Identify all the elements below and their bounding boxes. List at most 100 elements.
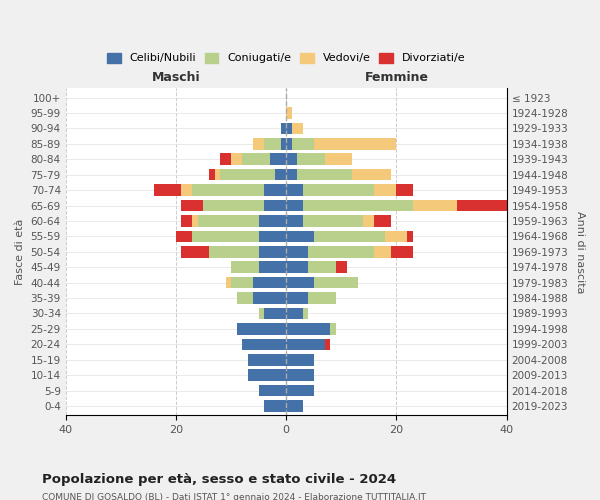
Bar [264, 200, 286, 211]
Text: Popolazione per età, sesso e stato civile - 2024: Popolazione per età, sesso e stato civil… [42, 472, 396, 486]
Bar [303, 184, 374, 196]
Bar [303, 308, 308, 320]
Bar [220, 169, 275, 180]
Bar [286, 107, 292, 119]
Bar [259, 215, 286, 227]
Bar [248, 354, 286, 366]
Bar [286, 184, 303, 196]
Text: Maschi: Maschi [152, 70, 200, 84]
Bar [259, 246, 286, 258]
Bar [154, 184, 181, 196]
Bar [286, 122, 292, 134]
Bar [220, 154, 231, 165]
Bar [253, 292, 286, 304]
Bar [407, 230, 413, 242]
Bar [325, 338, 331, 350]
Bar [286, 169, 297, 180]
Bar [181, 246, 209, 258]
Bar [286, 400, 303, 412]
Bar [264, 138, 281, 149]
Bar [281, 122, 286, 134]
Bar [286, 385, 314, 396]
Bar [209, 169, 215, 180]
Bar [397, 184, 413, 196]
Bar [374, 184, 397, 196]
Bar [286, 323, 331, 334]
Bar [292, 138, 314, 149]
Bar [364, 215, 374, 227]
Bar [193, 215, 198, 227]
Bar [198, 215, 259, 227]
Bar [253, 277, 286, 288]
Y-axis label: Fasce di età: Fasce di età [15, 218, 25, 285]
Bar [231, 277, 253, 288]
Bar [193, 230, 259, 242]
Bar [303, 200, 413, 211]
Bar [308, 246, 374, 258]
Bar [286, 215, 303, 227]
Bar [231, 262, 259, 273]
Bar [181, 215, 193, 227]
Bar [275, 169, 286, 180]
Bar [209, 246, 259, 258]
Bar [314, 230, 385, 242]
Bar [286, 200, 303, 211]
Bar [259, 262, 286, 273]
Bar [286, 277, 314, 288]
Bar [264, 400, 286, 412]
Bar [181, 184, 193, 196]
Bar [286, 246, 308, 258]
Text: COMUNE DI GOSALDO (BL) - Dati ISTAT 1° gennaio 2024 - Elaborazione TUTTITALIA.IT: COMUNE DI GOSALDO (BL) - Dati ISTAT 1° g… [42, 492, 426, 500]
Bar [231, 154, 242, 165]
Y-axis label: Anni di nascita: Anni di nascita [575, 210, 585, 293]
Bar [314, 138, 397, 149]
Bar [286, 262, 308, 273]
Legend: Celibi/Nubili, Coniugati/e, Vedovi/e, Divorziati/e: Celibi/Nubili, Coniugati/e, Vedovi/e, Di… [103, 48, 469, 68]
Bar [297, 169, 352, 180]
Bar [286, 292, 308, 304]
Bar [297, 154, 325, 165]
Bar [385, 230, 407, 242]
Bar [325, 154, 352, 165]
Bar [286, 338, 325, 350]
Bar [286, 154, 297, 165]
Bar [391, 246, 413, 258]
Bar [308, 262, 336, 273]
Bar [269, 154, 286, 165]
Bar [264, 308, 286, 320]
Bar [181, 200, 203, 211]
Bar [286, 370, 314, 381]
Bar [286, 354, 314, 366]
Bar [226, 277, 231, 288]
Bar [308, 292, 336, 304]
Bar [236, 292, 253, 304]
Bar [259, 385, 286, 396]
Bar [259, 230, 286, 242]
Bar [374, 215, 391, 227]
Bar [331, 323, 336, 334]
Bar [193, 184, 264, 196]
Bar [314, 277, 358, 288]
Bar [264, 184, 286, 196]
Bar [336, 262, 347, 273]
Bar [292, 122, 303, 134]
Bar [281, 138, 286, 149]
Bar [242, 154, 269, 165]
Bar [203, 200, 264, 211]
Bar [413, 200, 457, 211]
Bar [215, 169, 220, 180]
Bar [253, 138, 264, 149]
Bar [352, 169, 391, 180]
Bar [374, 246, 391, 258]
Bar [286, 230, 314, 242]
Bar [286, 308, 303, 320]
Bar [457, 200, 507, 211]
Bar [242, 338, 286, 350]
Text: Femmine: Femmine [364, 70, 428, 84]
Bar [259, 308, 264, 320]
Bar [303, 215, 364, 227]
Bar [176, 230, 193, 242]
Bar [236, 323, 286, 334]
Bar [286, 138, 292, 149]
Bar [248, 370, 286, 381]
